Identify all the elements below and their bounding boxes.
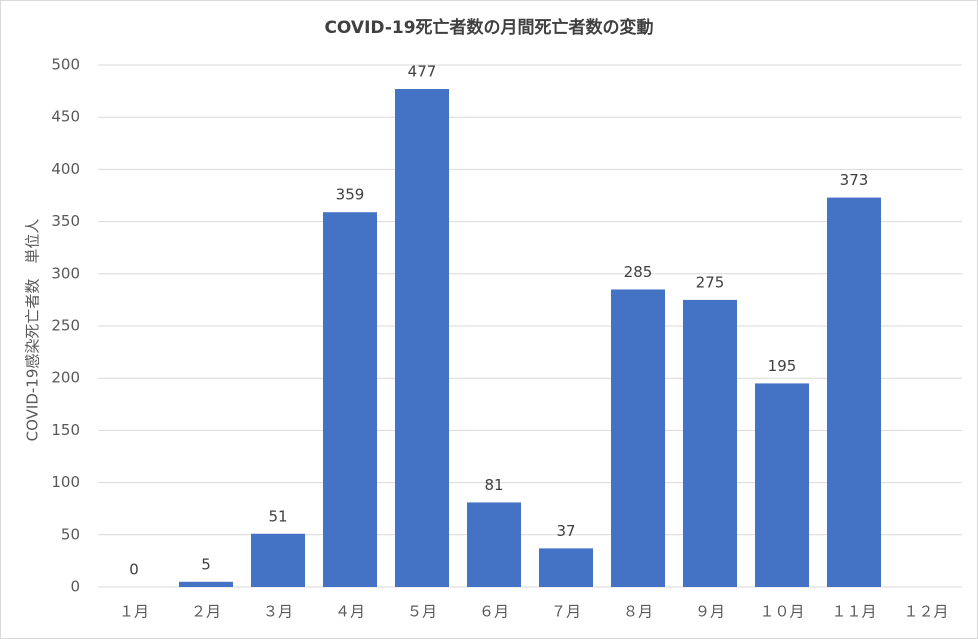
bar (827, 197, 881, 587)
y-tick-label: 200 (51, 369, 80, 387)
value-label: 37 (556, 522, 575, 540)
x-tick-label: ６月 (479, 603, 509, 621)
y-tick-label: 50 (61, 525, 80, 543)
y-tick-label: 250 (51, 317, 80, 335)
y-tick-label: 100 (51, 473, 80, 491)
bar (683, 299, 737, 587)
y-tick-label: 150 (51, 421, 80, 439)
value-label: 51 (268, 507, 287, 525)
x-tick-label: ５月 (407, 603, 437, 621)
x-tick-label: １１月 (831, 603, 876, 621)
bar (179, 581, 233, 587)
value-label: 275 (696, 273, 725, 291)
x-tick-label: ９月 (695, 603, 725, 621)
y-tick-label: 300 (51, 264, 80, 282)
y-tick-label: 0 (70, 578, 80, 596)
value-label: 0 (129, 561, 139, 579)
bar (467, 502, 521, 587)
value-label: 373 (840, 171, 869, 189)
bar (395, 89, 449, 588)
bar (251, 533, 305, 587)
y-tick-label: 400 (51, 160, 80, 178)
y-tick-label: 500 (51, 56, 80, 74)
value-label: 81 (484, 476, 503, 494)
y-axis-title: COVID-19感染死亡者数 単位人 (24, 219, 42, 442)
chart-title: COVID-19死亡者数の月間死亡者数の変動 (324, 17, 653, 38)
bar (611, 289, 665, 587)
value-label: 285 (624, 263, 653, 281)
value-label: 195 (768, 357, 797, 375)
value-label: 477 (408, 63, 437, 81)
x-tick-label: １月 (119, 603, 149, 621)
bar (755, 383, 809, 587)
x-tick-label: ２月 (191, 603, 221, 621)
x-tick-label: １０月 (759, 603, 804, 621)
bar (323, 212, 377, 588)
value-label: 359 (336, 186, 365, 204)
x-tick-label: ７月 (551, 603, 581, 621)
x-tick-label: ４月 (335, 603, 365, 621)
value-label: 5 (201, 555, 211, 573)
x-tick-label: １２月 (903, 603, 948, 621)
y-tick-label: 350 (51, 212, 80, 230)
x-tick-label: ３月 (263, 603, 293, 621)
y-tick-label: 450 (51, 108, 80, 126)
bar (539, 548, 593, 587)
x-tick-label: ８月 (623, 603, 653, 621)
